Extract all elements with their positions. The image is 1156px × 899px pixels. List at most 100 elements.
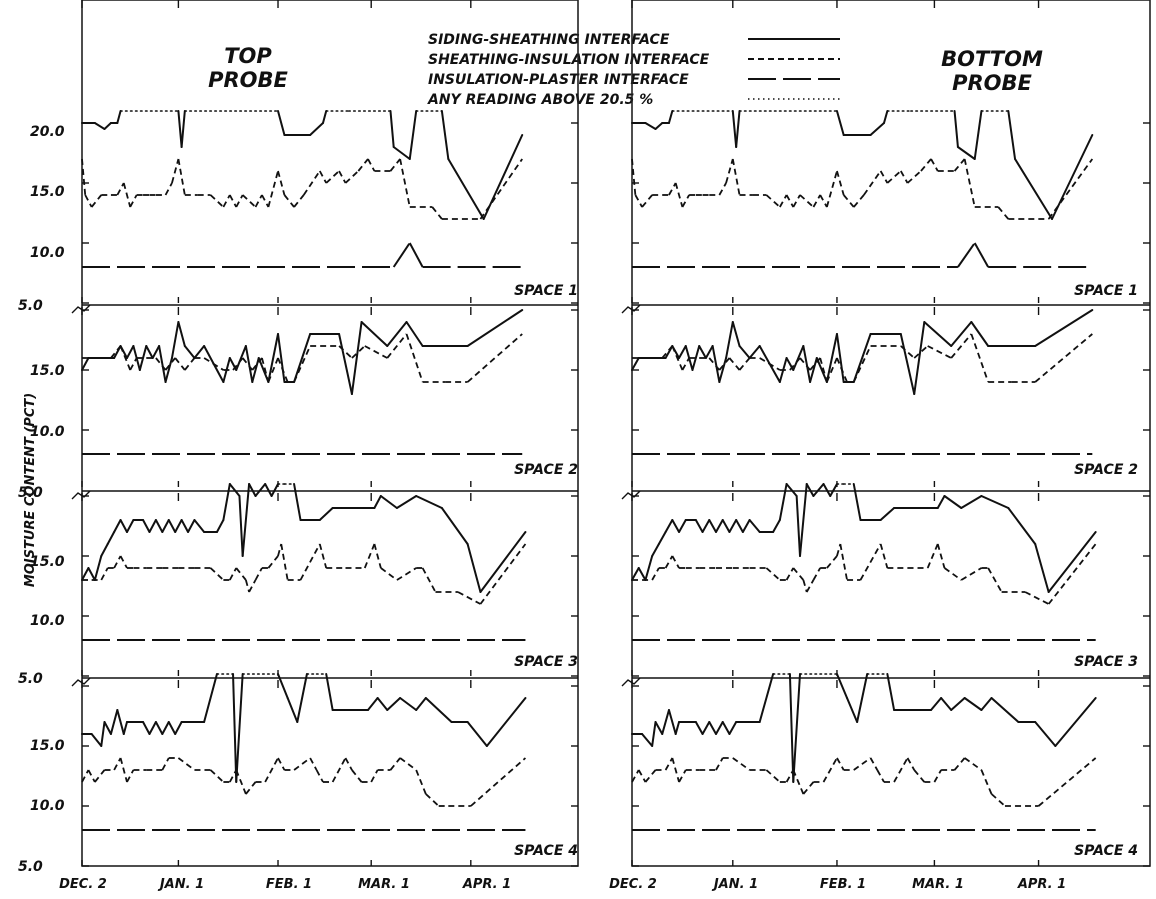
- siding-sheathing-line-segment: [125, 519, 135, 533]
- siding-sheathing-line-segment: [170, 321, 180, 359]
- siding-sheathing-line-segment: [664, 345, 674, 359]
- sheathing-insulation-line-segment: [209, 769, 225, 783]
- siding-sheathing-line-segment: [415, 495, 443, 509]
- legend-label-siding-sheathing: SIDING-SHEATHING INTERFACE: [428, 32, 670, 48]
- sheathing-insulation-line-segment: [264, 757, 279, 783]
- siding-sheathing-line-segment: [293, 483, 302, 521]
- sheathing-insulation-line-segment: [852, 345, 872, 383]
- siding-sheathing-line-segment: [322, 110, 328, 124]
- sheathing-insulation-line-segment: [893, 757, 909, 783]
- siding-sheathing-line-segment: [251, 357, 260, 383]
- siding-sheathing-line-segment: [721, 721, 731, 735]
- siding-sheathing-line-segment: [711, 345, 721, 383]
- siding-sheathing-line-segment: [715, 519, 724, 533]
- siding-sheathing-line-segment: [721, 519, 731, 533]
- siding-sheathing-line-segment: [180, 519, 190, 533]
- siding-sheathing-line-segment: [886, 673, 896, 711]
- sheathing-insulation-line-segment: [863, 170, 882, 196]
- sheathing-insulation-line-segment: [826, 170, 838, 208]
- siding-sheathing-line-segment: [158, 345, 167, 383]
- sheathing-insulation-line-segment: [315, 769, 324, 783]
- siding-sheathing-line-segment: [180, 110, 186, 148]
- sheathing-insulation-line-segment: [853, 757, 872, 771]
- siding-sheathing-line-segment: [678, 345, 687, 359]
- siding-sheathing-line-segment: [174, 721, 183, 735]
- siding-sheathing-line-segment: [778, 357, 788, 383]
- siding-sheathing-line-segment: [694, 721, 704, 735]
- siding-sheathing-line-segment: [244, 345, 254, 383]
- sheathing-insulation-line-segment: [664, 757, 674, 771]
- siding-sheathing-line-segment: [119, 519, 128, 533]
- siding-sheathing-line-segment: [174, 519, 183, 533]
- siding-sheathing-line-segment: [395, 495, 418, 509]
- siding-sheathing-line-segment: [386, 697, 402, 711]
- siding-sheathing-line-segment: [222, 357, 231, 383]
- siding-sheathing-line-segment: [103, 721, 112, 735]
- sheathing-insulation-line-segment: [299, 543, 321, 581]
- siding-sheathing-line-segment: [661, 709, 670, 735]
- sheathing-insulation-line-segment: [836, 170, 845, 196]
- siding-sheathing-line-segment: [644, 122, 657, 130]
- siding-sheathing-line-segment: [376, 697, 389, 711]
- siding-sheathing-line-segment: [222, 483, 231, 521]
- siding-sheathing-line-segment: [177, 110, 183, 148]
- siding-sheathing-line-segment: [424, 697, 453, 723]
- sheathing-insulation-line-segment: [254, 194, 263, 208]
- siding-sheathing-line-segment: [286, 697, 299, 723]
- sheathing-insulation-line-segment: [641, 194, 653, 208]
- sheathing-insulation-line-segment: [953, 158, 966, 172]
- siding-sheathing-line-segment: [835, 673, 849, 699]
- y-tick-label-10: 10.0: [30, 424, 65, 440]
- sheathing-insulation-line-segment: [715, 757, 724, 771]
- y-axis-label: MOISTURE CONTENT (PCT): [23, 393, 38, 587]
- y-tick-label-5: 5.0: [18, 298, 43, 314]
- sheathing-insulation-line-segment: [805, 579, 815, 593]
- sheathing-insulation-line-segment: [245, 781, 257, 795]
- sheathing-insulation-line-segment: [431, 206, 443, 220]
- bottom-probe-title-line1: BOTTOM: [941, 47, 1043, 71]
- sheathing-insulation-line-segment: [637, 769, 647, 783]
- siding-sheathing-line-segment: [187, 519, 196, 533]
- sheathing-insulation-line-segment: [732, 757, 751, 771]
- siding-sheathing-line-segment: [415, 697, 427, 711]
- sheathing-insulation-line-segment: [318, 170, 328, 184]
- siding-sheathing-line-segment: [366, 697, 379, 711]
- sheathing-insulation-line-segment: [331, 757, 347, 783]
- sheathing-insulation-line-segment: [826, 555, 838, 569]
- siding-sheathing-line-segment: [785, 357, 795, 371]
- siding-sheathing-line-segment: [923, 321, 953, 347]
- sheathing-insulation-line-segment: [386, 333, 408, 359]
- siding-sheathing-line-segment: [691, 345, 701, 371]
- siding-sheathing-line-segment: [825, 333, 838, 383]
- siding-sheathing-line-segment: [119, 345, 128, 359]
- sheathing-insulation-line-segment: [122, 182, 132, 208]
- sheathing-insulation-line-segment: [357, 158, 369, 172]
- sheathing-insulation-line-segment: [222, 194, 231, 208]
- panel-frame-col1: [81, 0, 579, 867]
- sheathing-insulation-line-segment: [293, 194, 305, 208]
- sheathing-insulation-line-segment: [812, 194, 821, 208]
- siding-sheathing-line-segment: [161, 721, 170, 735]
- sheathing-insulation-line-segment: [1024, 591, 1050, 605]
- bottom-probe-title-line2: PROBE: [952, 71, 1032, 95]
- siding-sheathing-line-segment: [822, 483, 832, 497]
- siding-sheathing-line-segment: [183, 345, 196, 359]
- siding-sheathing-line-segment: [1007, 110, 1017, 160]
- siding-sheathing-line-segment: [792, 673, 801, 783]
- siding-sheathing-line-segment: [392, 146, 411, 160]
- siding-sheathing-line-segment: [694, 519, 704, 533]
- siding-sheathing-line-segment: [641, 733, 654, 747]
- sheathing-insulation-line-segment: [644, 769, 657, 783]
- siding-sheathing-line-segment: [960, 495, 983, 509]
- sheathing-insulation-line-segment: [631, 158, 637, 196]
- siding-sheathing-line-segment: [1034, 309, 1094, 347]
- sheathing-insulation-line-segment: [765, 194, 781, 208]
- sheathing-insulation-line-segment: [389, 158, 401, 172]
- y-tick-label-10: 10.0: [30, 613, 65, 629]
- siding-sheathing-line-segment: [943, 495, 963, 509]
- sheathing-insulation-line-segment: [913, 345, 929, 359]
- sheathing-insulation-line-segment: [953, 757, 966, 771]
- siding-sheathing-line-segment: [701, 721, 711, 735]
- siding-sheathing-line-segment: [704, 345, 714, 359]
- sheathing-insulation-line-segment: [920, 158, 932, 172]
